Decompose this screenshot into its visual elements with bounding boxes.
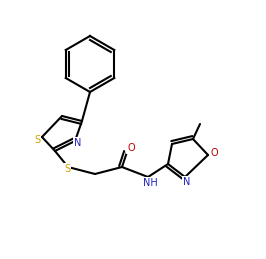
Text: O: O: [127, 143, 135, 153]
Text: N: N: [74, 138, 82, 148]
Text: O: O: [210, 148, 218, 158]
Text: N: N: [183, 177, 191, 187]
Text: S: S: [34, 135, 40, 145]
Text: S: S: [64, 164, 70, 174]
Text: NH: NH: [143, 178, 157, 188]
